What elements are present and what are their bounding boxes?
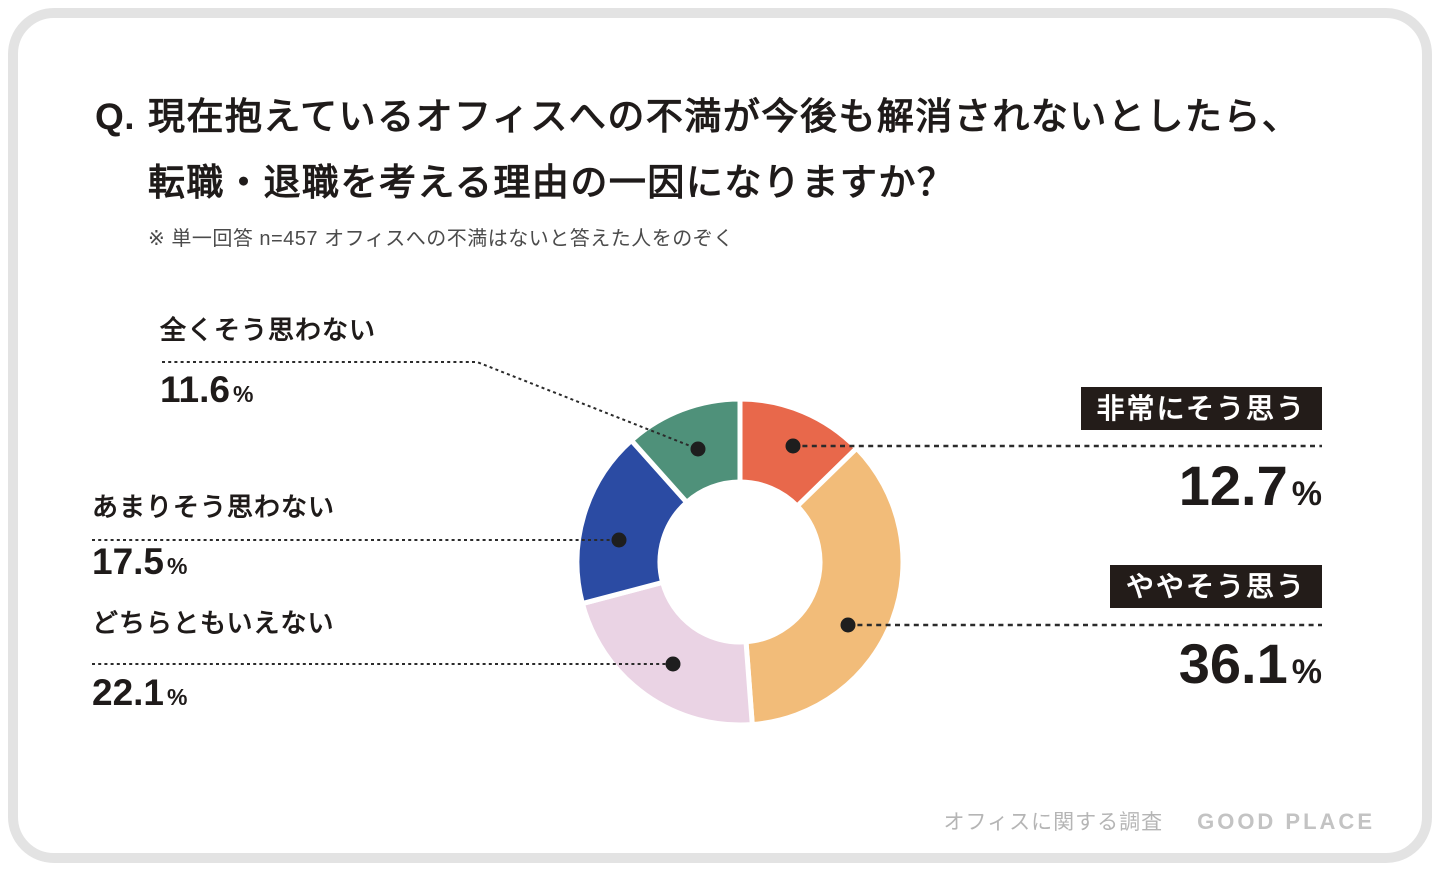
value-unit: %: [232, 381, 254, 407]
dot-strongly-agree: [785, 438, 801, 454]
callout-badge-somewhat-agree: ややそう思う: [1109, 565, 1322, 608]
donut-slice-2: [579, 579, 755, 728]
dot-strongly-disagree: [690, 441, 706, 457]
leader-dots: [611, 438, 856, 672]
donut-slices: [574, 396, 906, 728]
callout-neutral: どちらともいえない 22.1%: [92, 608, 335, 712]
question-header: Q. 現在抱えているオフィスへの不満が今後も解消されないとしたら、 転職・退職を…: [95, 84, 1300, 251]
brand-logo: GOOD PLACE: [1197, 809, 1375, 834]
value-number: 11.6: [160, 369, 230, 410]
callout-label-neutral: どちらともいえない: [92, 608, 335, 638]
callout-somewhat-disagree: あまりそう思わない 17.5%: [92, 492, 336, 581]
dot-somewhat-agree: [840, 617, 856, 633]
value-number: 36.1: [1178, 632, 1288, 695]
question-title: 現在抱えているオフィスへの不満が今後も解消されないとしたら、 転職・退職を考える…: [148, 84, 1300, 216]
callout-label-somewhat-disagree: あまりそう思わない: [92, 492, 336, 522]
footer: オフィスに関する調査 GOOD PLACE: [944, 806, 1376, 836]
question-title-line2: 転職・退職を考える理由の一因になりますか？: [148, 162, 956, 203]
donut-slice-1: [743, 445, 906, 728]
callout-value-somewhat-disagree: 17.5%: [92, 543, 335, 580]
callout-strongly-disagree: 全くそう思わない 11.6%: [160, 315, 377, 409]
dot-neutral: [665, 656, 681, 672]
callout-value-strongly-agree: 12.7%: [1081, 458, 1322, 514]
callout-value-somewhat-agree: 36.1%: [1110, 636, 1322, 692]
dot-somewhat-disagree: [611, 532, 627, 548]
callout-value-neutral: 22.1%: [92, 674, 334, 711]
leader-lines: [92, 361, 1322, 665]
survey-name: オフィスに関する調査: [943, 811, 1164, 834]
callout-value-strongly-disagree: 11.6%: [160, 371, 376, 408]
survey-note: ※ 単一回答 n=457 オフィスへの不満はないと答えた人をのぞく: [148, 228, 734, 250]
value-number: 17.5: [92, 541, 165, 582]
donut-slice-4: [628, 396, 743, 505]
value-number: 22.1: [92, 672, 165, 713]
callout-label-strongly-disagree: 全くそう思わない: [160, 315, 377, 345]
value-number: 12.7: [1178, 454, 1288, 517]
callout-badge-strongly-agree: 非常にそう思う: [1080, 387, 1322, 430]
value-unit: %: [1291, 475, 1322, 513]
donut-slice-3: [574, 437, 690, 607]
callout-strongly-agree: 非常にそう思う 12.7%: [1080, 387, 1322, 514]
leader-strongly-disagree: [162, 361, 699, 450]
value-unit: %: [167, 553, 188, 579]
question-title-line1: 現在抱えているオフィスへの不満が今後も解消されないとしたら、: [148, 96, 1301, 137]
question-prefix: Q.: [95, 96, 136, 137]
value-unit: %: [167, 684, 188, 710]
callout-somewhat-agree: ややそう思う 36.1%: [1109, 565, 1322, 692]
value-unit: %: [1291, 653, 1322, 691]
